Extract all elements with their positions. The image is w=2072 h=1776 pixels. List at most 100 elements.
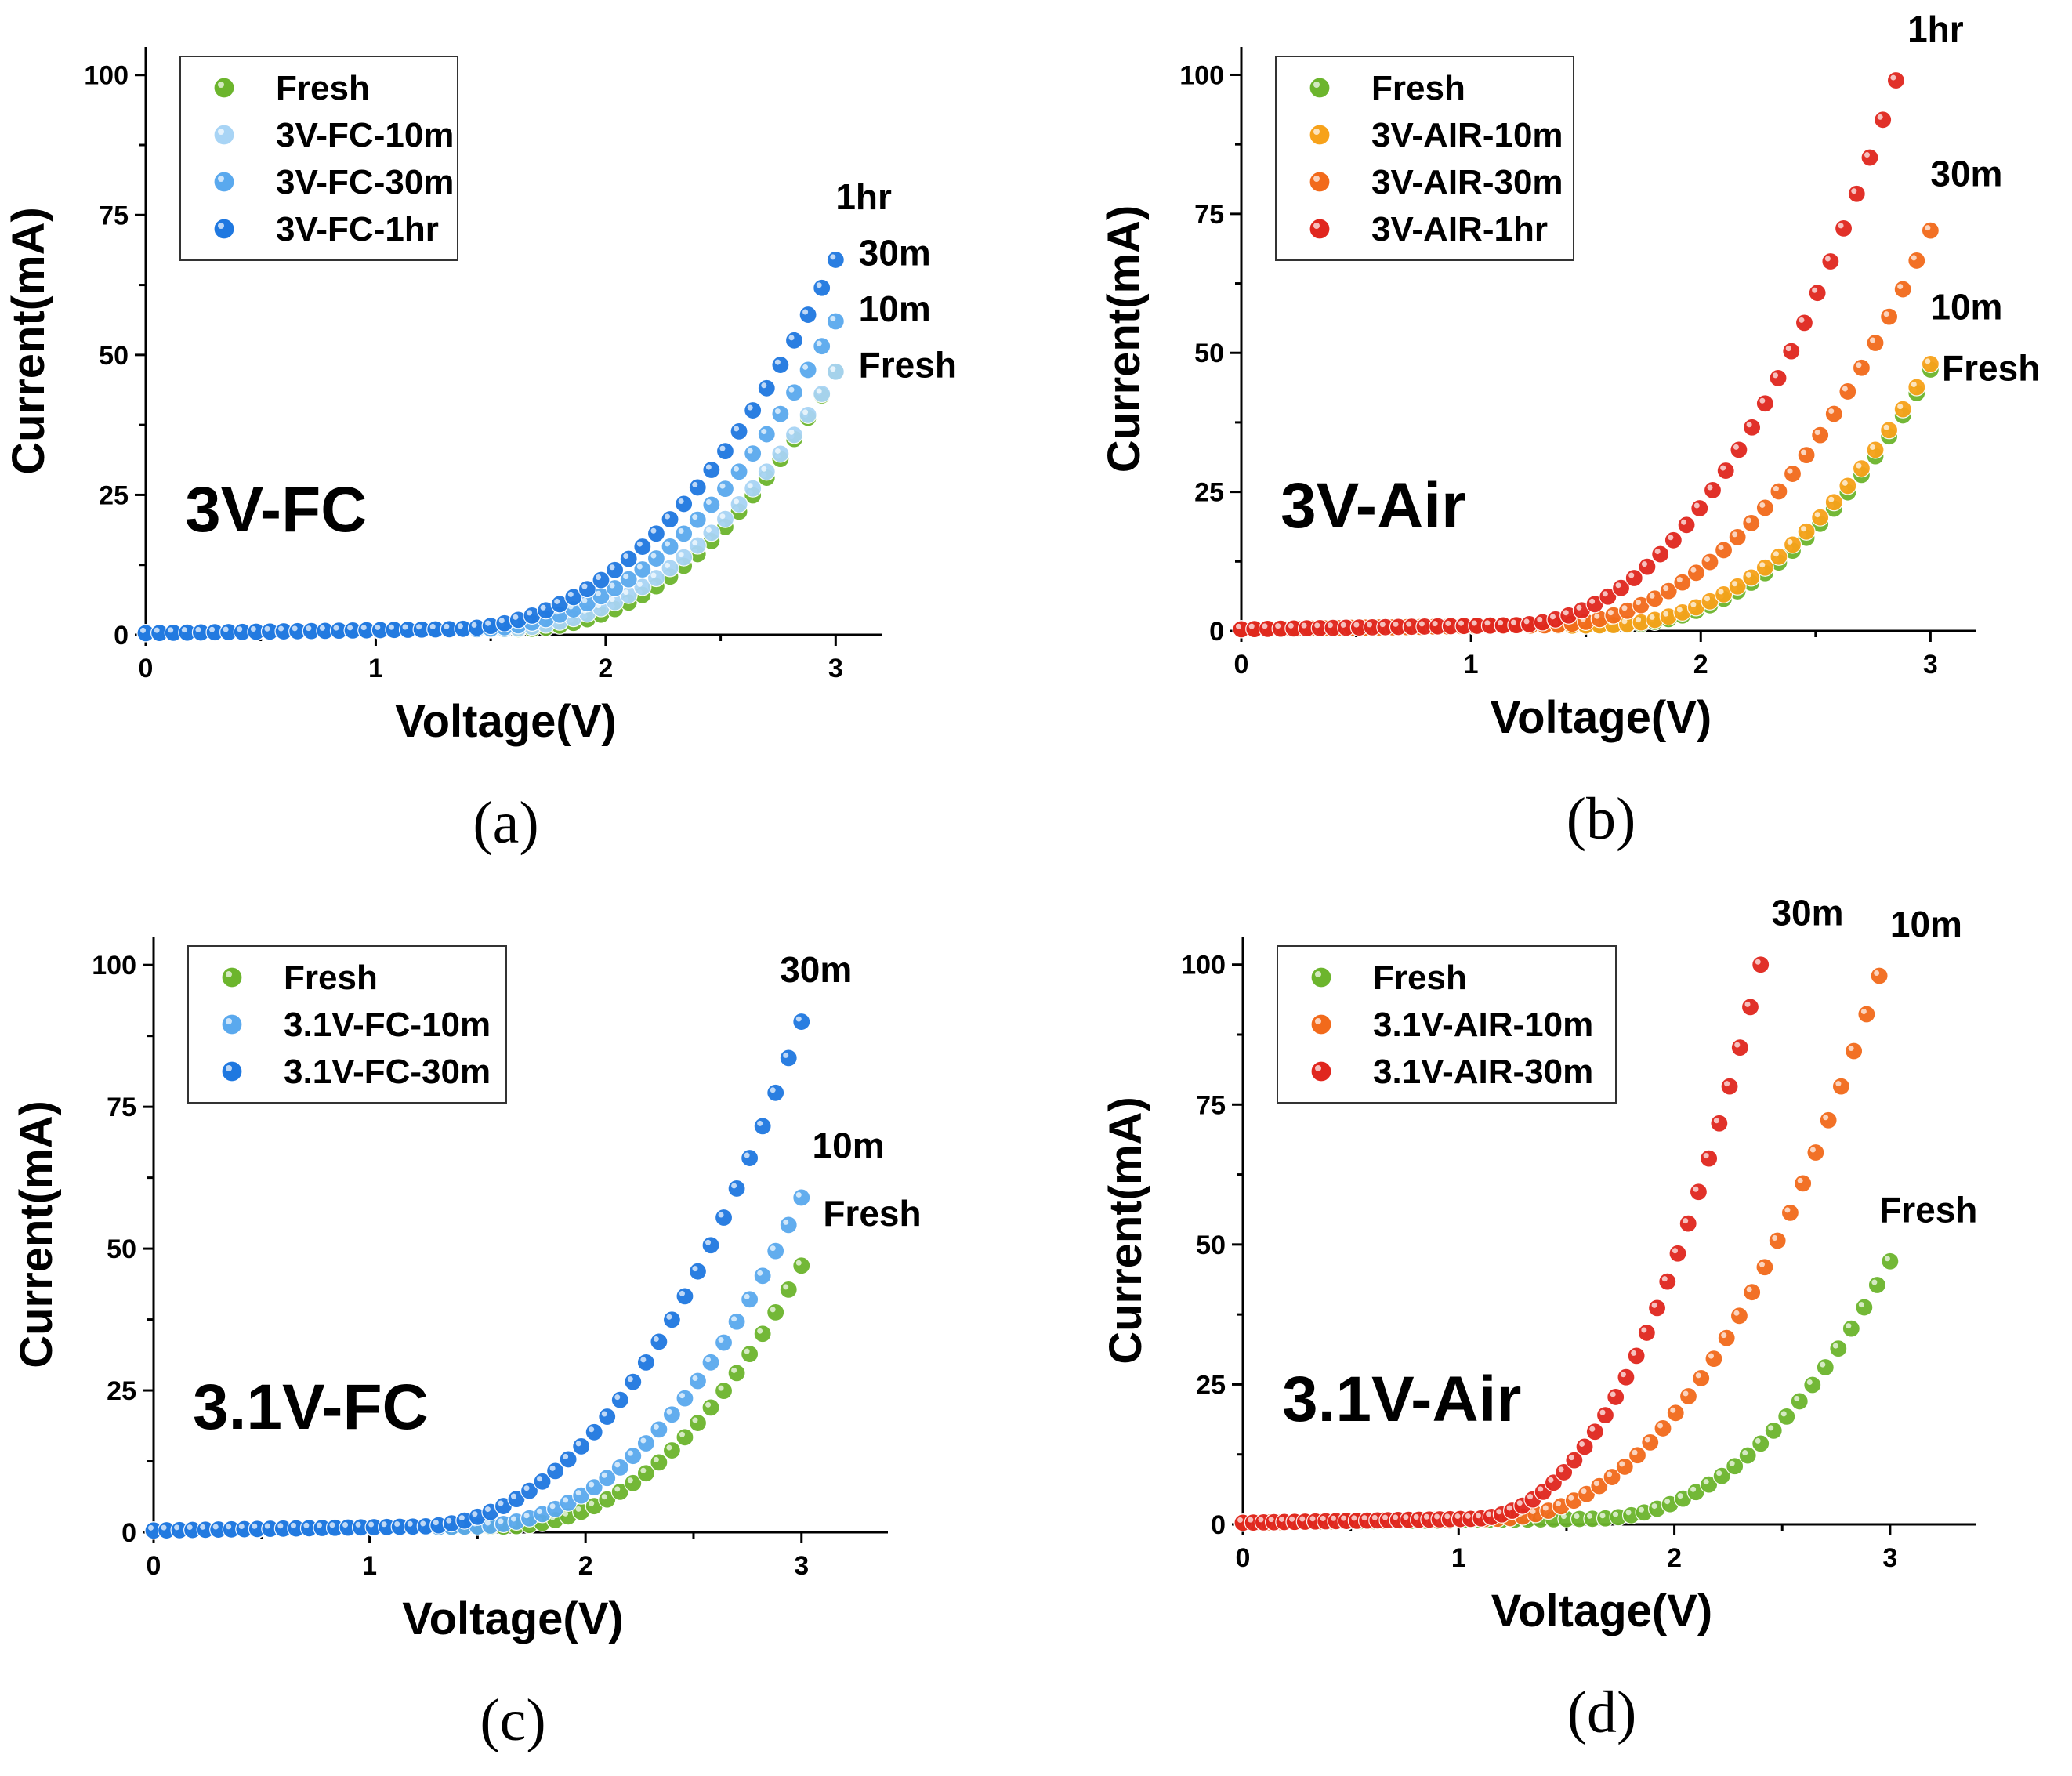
data-point [779, 1049, 798, 1067]
data-point-highlight [1835, 1081, 1842, 1087]
data-point-highlight [757, 1270, 763, 1276]
data-point [1628, 1446, 1647, 1465]
data-point-highlight [1574, 1513, 1580, 1519]
data-point-highlight [761, 466, 767, 472]
data-point [676, 1389, 694, 1408]
data-point-highlight [747, 483, 753, 489]
data-point-highlight [209, 626, 216, 632]
data-point-highlight [1703, 1479, 1709, 1485]
data-point [606, 560, 625, 579]
data-point-highlight [1538, 1486, 1544, 1492]
data-point [1730, 1038, 1749, 1057]
data-point-highlight [1846, 1323, 1852, 1329]
panel-a: 0 1 2 3 0 25 50 75 100 Voltage(V) Current(mA) (a) 3V… [3, 47, 957, 856]
x-tick-label: 3 [828, 654, 843, 683]
data-point [771, 404, 790, 423]
data-point [647, 524, 666, 543]
data-point-highlight [665, 541, 671, 547]
data-point [1637, 1323, 1656, 1343]
data-point-highlight [1498, 619, 1504, 625]
data-point-highlight [1496, 1509, 1502, 1515]
data-point-highlight [381, 1521, 387, 1528]
data-point-highlight [472, 1511, 478, 1517]
data-point-highlight [653, 1423, 659, 1430]
data-point [1755, 558, 1774, 577]
x-axis-title: Voltage(V) [395, 696, 617, 747]
data-point-highlight [333, 625, 339, 631]
data-point-highlight [1883, 311, 1889, 317]
data-point-highlight [650, 527, 657, 534]
data-point-highlight [816, 282, 822, 288]
data-point [1679, 1214, 1697, 1233]
data-point-highlight [1654, 549, 1661, 555]
curve-label: 10m [1930, 287, 2002, 328]
data-point [784, 331, 804, 350]
data-point-highlight [1877, 114, 1883, 120]
data-point-highlight [589, 1426, 595, 1433]
curve-label: 30m [1771, 893, 1843, 933]
data-point [741, 1148, 759, 1168]
data-point-highlight [1248, 623, 1255, 629]
data-point [702, 495, 721, 514]
data-point-highlight [614, 1394, 621, 1401]
x-tick-label: 2 [598, 654, 613, 683]
data-point-highlight [609, 582, 615, 589]
data-point-highlight [1275, 623, 1281, 629]
data-point [1780, 1203, 1800, 1222]
data-point-highlight [627, 1450, 633, 1456]
data-point-highlight [1820, 1361, 1826, 1368]
legend-label: 3V-FC-30m [276, 163, 454, 201]
data-point-highlight [783, 1052, 789, 1058]
data-point-highlight [1558, 1466, 1564, 1473]
data-point-highlight [1636, 600, 1642, 606]
data-point-highlight [1677, 1493, 1683, 1499]
data-point-highlight [653, 1336, 659, 1342]
data-point-highlight [1695, 1372, 1701, 1379]
data-point [766, 1083, 785, 1102]
data-point [1769, 368, 1788, 388]
data-point-highlight [264, 625, 270, 632]
data-point-highlight [816, 340, 822, 346]
data-point [1803, 1375, 1822, 1394]
data-point [676, 1287, 694, 1306]
data-point-highlight [666, 1408, 672, 1415]
data-point [1893, 280, 1912, 299]
panel-caption: (d) [1567, 1680, 1637, 1745]
data-point-highlight [1897, 404, 1904, 410]
data-point-highlight [1690, 567, 1697, 573]
data-point-highlight [1871, 1279, 1878, 1285]
data-point [1824, 493, 1843, 512]
data-point [715, 442, 735, 461]
data-point-highlight [292, 625, 298, 632]
data-point [1764, 1421, 1783, 1440]
data-point-highlight [1537, 617, 1543, 623]
series-3V-AIR-30m [1232, 221, 1940, 639]
legend-label: 3.1V-FC-30m [284, 1053, 491, 1091]
data-point [702, 460, 721, 480]
data-point-highlight [1320, 1516, 1326, 1522]
data-point [1834, 219, 1853, 237]
data-point-highlight [1842, 386, 1848, 392]
data-point [701, 1398, 720, 1417]
legend-marker [213, 124, 235, 146]
data-point [1742, 513, 1761, 533]
y-tick-label: 75 [1194, 200, 1224, 230]
panel-caption: (c) [480, 1687, 545, 1753]
panel-title: 3V-Air [1281, 470, 1466, 542]
y-tick-label: 50 [1196, 1231, 1226, 1260]
y-axis-title: Current(mA) [1099, 205, 1150, 473]
y-tick-label: 100 [84, 61, 129, 91]
data-point-highlight [692, 1266, 698, 1272]
curve-label: 10m [813, 1125, 885, 1165]
data-point-highlight [1639, 1506, 1645, 1513]
data-point-highlight [731, 1367, 737, 1373]
data-point-highlight [1301, 622, 1307, 629]
data-point [792, 1256, 811, 1275]
data-point [624, 1447, 643, 1466]
data-point-highlight [1925, 358, 1931, 364]
data-point-highlight [1683, 1218, 1689, 1224]
data-point-highlight [549, 1465, 556, 1471]
data-point-highlight [1759, 502, 1766, 508]
data-point-highlight [446, 1517, 452, 1524]
data-point-highlight [1262, 623, 1268, 629]
